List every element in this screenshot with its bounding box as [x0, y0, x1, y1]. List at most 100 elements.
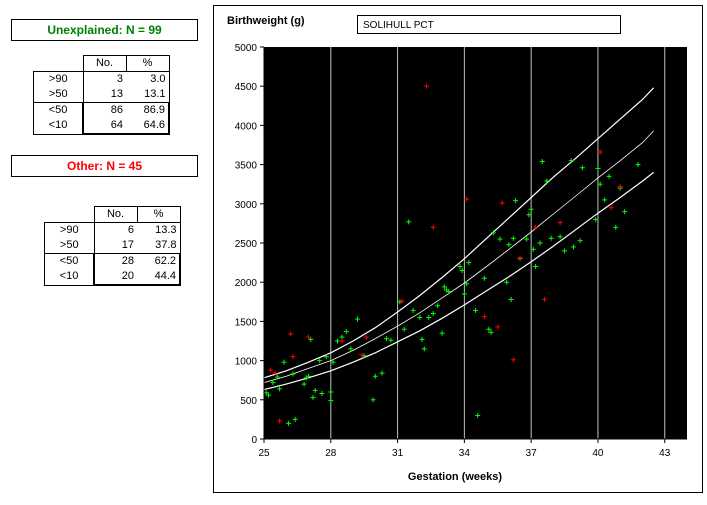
unexplained-point: [466, 260, 472, 266]
unexplained-point: [379, 370, 385, 376]
unexplained-point: [613, 224, 619, 230]
row-percent: 13.3: [137, 222, 181, 238]
unexplained-point: [265, 392, 271, 398]
other-point: [339, 338, 345, 344]
other-point: [517, 255, 523, 261]
row-label: >90: [44, 222, 94, 238]
other-point: [359, 352, 365, 358]
unexplained-table: No. % >90 3 3.0 >50 13 13.1 <50 86 86.9 …: [33, 55, 170, 135]
x-tick-label: 37: [526, 448, 538, 459]
unexplained-point: [328, 389, 334, 395]
unexplained-point: [277, 386, 283, 392]
unexplained-point: [310, 394, 316, 400]
other-point: [510, 357, 516, 363]
row-count: 17: [93, 238, 137, 254]
other-point: [424, 83, 430, 89]
unexplained-point: [464, 281, 470, 287]
unexplained-point: [421, 346, 427, 352]
other-point: [495, 324, 501, 330]
x-tick-label: 34: [459, 448, 471, 459]
unexplained-point: [441, 284, 447, 290]
unexplained-point: [401, 326, 407, 332]
x-tick-label: 25: [258, 448, 270, 459]
y-tick-label: 3500: [235, 161, 258, 172]
other-point: [399, 298, 405, 304]
centile-curves: [263, 87, 655, 391]
other-point: [617, 184, 623, 190]
unexplained-point: [292, 416, 298, 422]
unexplained-point: [317, 358, 323, 364]
unexplained-point: [334, 338, 340, 344]
row-count: 13: [82, 87, 126, 103]
unexplained-point: [513, 198, 519, 204]
data-points: [263, 83, 641, 426]
unexplained-point: [417, 314, 423, 320]
other-point: [277, 418, 283, 424]
other-point: [608, 205, 614, 211]
other-point: [363, 334, 369, 340]
row-label: <50: [33, 102, 83, 118]
row-percent: 13.1: [126, 87, 170, 103]
row-count: 3: [82, 71, 126, 87]
row-percent: 64.6: [126, 118, 170, 135]
unexplained-point: [419, 336, 425, 342]
row-percent: 3.0: [126, 71, 170, 87]
unexplained-point: [544, 178, 550, 184]
row-count: 20: [93, 269, 137, 286]
unexplained-point: [459, 267, 465, 273]
unexplained-point: [308, 336, 314, 342]
y-tick-label: 4500: [235, 82, 258, 93]
unexplained-point: [301, 381, 307, 387]
row-label: <10: [33, 118, 83, 135]
other-point: [288, 331, 294, 337]
other-point: [430, 224, 436, 230]
unexplained-point: [486, 326, 492, 332]
unexplained-point: [593, 216, 599, 222]
table-header-pct: %: [126, 55, 170, 72]
unexplained-point: [274, 374, 280, 380]
unexplained-point: [312, 387, 318, 393]
table-header-no: No.: [93, 206, 138, 223]
axes: 25 28 31 34 37 40 43 0 500 1000 1500 2000 2500 3000 35…: [235, 43, 687, 459]
unexplained-point: [446, 289, 452, 295]
unexplained-point: [490, 230, 496, 236]
other-point: [597, 149, 603, 155]
other-point: [557, 220, 563, 226]
region-label: SOLIHULL PCT: [357, 15, 621, 34]
y-tick-label: 2500: [235, 239, 258, 250]
y-tick-label: 500: [240, 396, 257, 407]
y-tick-label: 5000: [235, 43, 258, 54]
y-tick-label: 2000: [235, 278, 258, 289]
row-label: <10: [44, 269, 94, 286]
unexplained-point: [510, 235, 516, 241]
other-point: [542, 296, 548, 302]
row-label: >50: [33, 87, 83, 103]
unexplained-point: [539, 158, 545, 164]
other-title: Other: N = 45: [11, 155, 198, 177]
x-tick-label: 40: [592, 448, 604, 459]
other-point: [481, 314, 487, 320]
row-count: 64: [82, 118, 126, 135]
unexplained-point: [461, 291, 467, 297]
unexplained-point: [285, 420, 291, 426]
centile-line: [263, 87, 655, 379]
unexplained-point: [622, 209, 628, 215]
row-percent: 44.4: [137, 269, 181, 286]
x-tick-label: 43: [659, 448, 671, 459]
unexplained-point: [570, 244, 576, 250]
y-axis-title: Birthweight (g): [227, 15, 305, 27]
unexplained-point: [397, 299, 403, 305]
row-count: 86: [82, 102, 126, 118]
centile-line: [263, 130, 654, 383]
unexplained-point: [635, 162, 641, 168]
other-table: No. % >90 6 13.3 >50 17 37.8 <50 28 62.2…: [44, 206, 181, 286]
y-tick-label: 3000: [235, 200, 258, 211]
unexplained-point: [568, 158, 574, 164]
row-label: >90: [33, 71, 83, 87]
other-point: [290, 354, 296, 360]
other-point: [268, 367, 274, 373]
x-tick-label: 28: [325, 448, 337, 459]
unexplained-point: [388, 337, 394, 343]
row-label: >50: [44, 238, 94, 254]
